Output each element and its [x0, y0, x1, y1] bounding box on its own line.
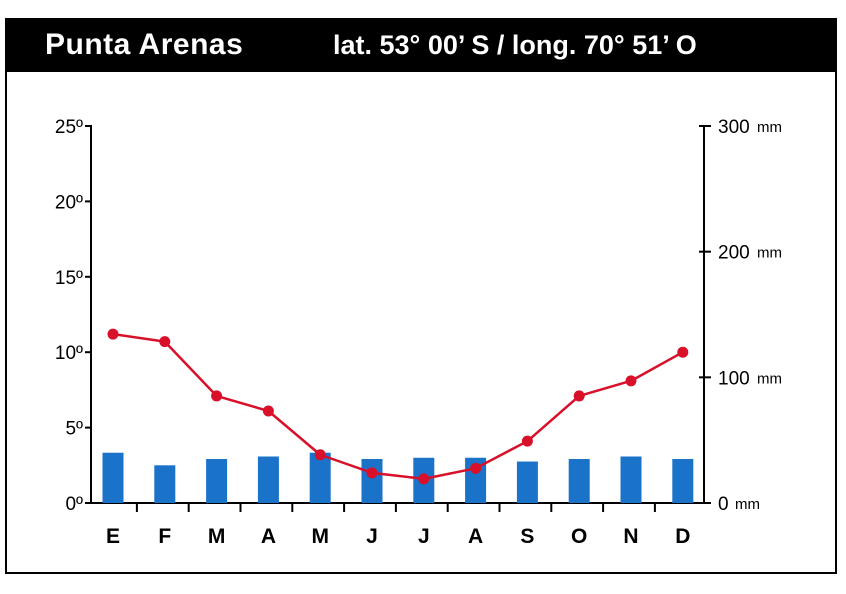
temperature-point	[211, 390, 223, 402]
temperature-point	[677, 346, 689, 358]
right-tick-label: 0	[718, 494, 729, 515]
precipitation-bar	[361, 459, 383, 503]
month-label: J	[366, 525, 378, 548]
precipitation-bar	[257, 456, 279, 503]
temperature-point	[625, 375, 637, 387]
precipitation-bar	[206, 459, 228, 503]
right-tick-label: 100	[718, 368, 750, 389]
temperature-line	[112, 332, 684, 481]
temperature-point	[470, 462, 482, 474]
month-label: M	[311, 525, 329, 548]
precipitation-bar	[620, 456, 642, 503]
left-tick-label: 0º	[65, 494, 83, 515]
title-bar: Punta Arenas lat. 53° 00’ S / long. 70° …	[7, 20, 835, 72]
month-label: F	[158, 525, 171, 548]
month-label: M	[208, 525, 226, 548]
temperature-point	[366, 467, 378, 479]
right-tick-label: 300	[718, 117, 750, 138]
left-tick-label: 25º	[55, 117, 83, 138]
right-tick-unit: mm	[757, 245, 782, 262]
precipitation-bar	[568, 459, 590, 503]
precipitation-bar	[309, 452, 331, 503]
month-label: D	[675, 525, 690, 548]
temperature-point	[573, 390, 585, 402]
precipitation-bar	[516, 461, 538, 503]
month-label: A	[261, 525, 276, 548]
temperature-point	[262, 405, 274, 417]
month-label: A	[468, 525, 483, 548]
temperature-point	[314, 449, 326, 461]
temperature-point	[418, 473, 430, 485]
left-tick-label: 5º	[65, 419, 83, 440]
left-tick-label: 10º	[55, 343, 83, 364]
chart-title: Punta Arenas	[45, 28, 244, 61]
month-label: N	[623, 525, 638, 548]
climograph: 0º 5º 10º 15º 20º 25º 0 mm 100 mm 200 mm 300 mm E F M A M J…	[55, 117, 782, 548]
precipitation-bar	[154, 465, 176, 503]
month-label: S	[520, 525, 534, 548]
chart-coordinates: lat. 53° 00’ S / long. 70° 51’ O	[333, 30, 697, 60]
right-tick-unit: mm	[757, 119, 782, 136]
left-tick-label: 20º	[55, 192, 83, 213]
month-label: O	[571, 525, 587, 548]
precipitation-bar	[102, 452, 124, 503]
right-tick-label: 200	[718, 243, 750, 264]
month-label: J	[418, 525, 430, 548]
left-tick-label: 15º	[55, 268, 83, 289]
climate-chart-frame: Punta Arenas lat. 53° 00’ S / long. 70° …	[5, 18, 837, 574]
month-label: E	[106, 525, 120, 548]
temperature-point	[107, 328, 119, 340]
right-tick-unit: mm	[735, 496, 760, 513]
right-tick-unit: mm	[757, 370, 782, 387]
temperature-point	[521, 435, 533, 447]
temperature-point	[159, 336, 171, 348]
precipitation-bar	[672, 459, 694, 503]
